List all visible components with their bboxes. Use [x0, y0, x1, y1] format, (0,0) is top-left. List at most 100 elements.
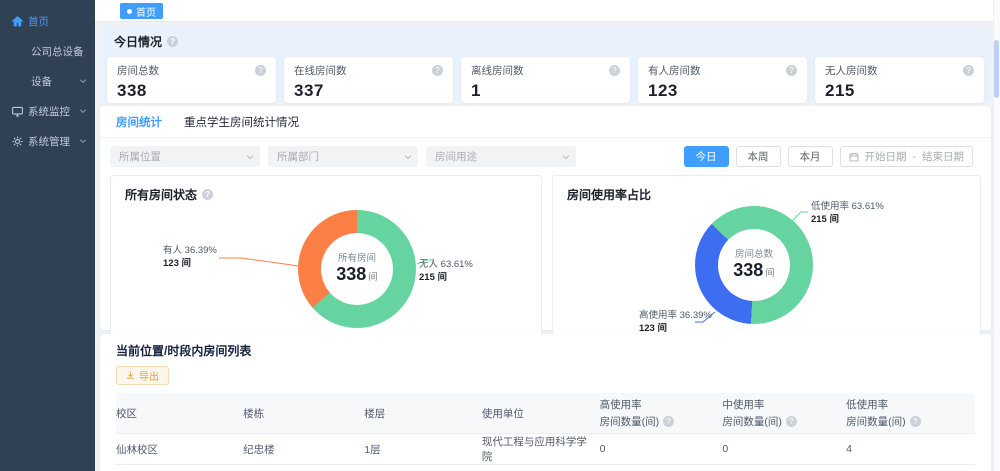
- chevron-down-icon: [79, 107, 87, 115]
- chart-title: 所有房间状态: [125, 188, 198, 202]
- info-icon[interactable]: ?: [909, 416, 921, 427]
- col-campus: 校区: [116, 407, 137, 420]
- info-icon[interactable]: ?: [786, 65, 797, 76]
- info-icon[interactable]: ?: [167, 36, 179, 47]
- info-icon[interactable]: ?: [609, 65, 620, 76]
- chevron-down-icon: [79, 77, 87, 85]
- sidebar-item-devices[interactable]: 设备: [0, 66, 95, 96]
- room-list-table: 校区 楼栋 楼层 使用单位 高使用率 房间数量(间)? 中使用率 房间数量(间)…: [116, 393, 975, 471]
- info-icon[interactable]: ?: [255, 65, 266, 76]
- donut-center-label: 所有房间: [337, 253, 376, 264]
- stat-value: 215: [825, 81, 855, 100]
- col-floor: 楼层: [364, 407, 386, 420]
- room-statistics-panel: 房间统计 重点学生房间统计情况 今日 本周 本月 开始: [100, 106, 991, 342]
- stat-label: 有人房间数: [648, 65, 701, 77]
- sidebar-item-label: 公司总设备: [31, 45, 84, 58]
- scrollbar-track: [993, 0, 1000, 471]
- stat-label: 无人房间数: [825, 65, 878, 77]
- pie-label-low-usage: 低使用率 63.61% 215 间: [810, 201, 884, 225]
- table-header-row: 校区 楼栋 楼层 使用单位 高使用率 房间数量(间)? 中使用率 房间数量(间)…: [116, 393, 975, 434]
- sidebar-item-label: 系统监控: [28, 105, 70, 118]
- tab-room-statistics[interactable]: 房间统计: [116, 117, 162, 129]
- stat-value: 123: [648, 81, 678, 100]
- export-button[interactable]: 导出: [116, 366, 169, 385]
- pie-label-occupied: 有人 36.39% 123 间: [163, 245, 217, 269]
- scrollbar-thumb[interactable]: [994, 40, 999, 98]
- stat-card-online-rooms: 在线房间数? 337: [284, 57, 453, 103]
- col-using-unit: 使用单位: [481, 407, 524, 420]
- info-icon[interactable]: ?: [202, 189, 214, 200]
- pie-label-high-usage: 高使用率 36.39% 123 间: [638, 310, 712, 334]
- today-button[interactable]: 今日: [683, 146, 729, 167]
- sidebar-item-label: 设备: [31, 75, 52, 88]
- tab-home[interactable]: 首页: [120, 3, 163, 19]
- stat-label: 房间总数: [117, 65, 159, 77]
- info-icon[interactable]: ?: [663, 416, 675, 427]
- col-high-usage: 高使用率 房间数量(间)?: [600, 393, 723, 434]
- chevron-down-icon: [79, 137, 87, 145]
- stat-value: 338: [117, 81, 147, 100]
- today-overview-panel: 今日情况 ? 房间总数? 338 在线房间数? 337 离线房间数? 1 有人房…: [100, 26, 991, 103]
- donut-usage-ratio: [694, 206, 813, 324]
- donut-center-unit: 间: [765, 268, 775, 279]
- donut-center-value: 338: [733, 260, 764, 280]
- table-row: 仙林校区 纪忠楼 1层 现代工程与应用科学学院 0 0 4: [116, 433, 975, 465]
- stat-card-offline-rooms: 离线房间数? 1: [461, 57, 630, 103]
- date-range-picker[interactable]: 开始日期 - 结束日期: [839, 146, 973, 167]
- donut-center-unit: 间: [368, 272, 378, 283]
- sidebar-item-system-monitor[interactable]: 系统监控: [0, 96, 95, 126]
- col-low-usage: 低使用率 房间数量(间)?: [846, 393, 975, 434]
- stat-label: 在线房间数: [294, 65, 347, 77]
- stat-label: 离线房间数: [471, 65, 524, 77]
- sidebar-item-home[interactable]: 首页: [0, 6, 95, 36]
- tab-dot-icon: [127, 8, 132, 14]
- end-date-placeholder: 结束日期: [922, 151, 964, 163]
- gear-icon: [11, 135, 24, 148]
- chevron-down-icon: [246, 153, 254, 161]
- col-building: 楼栋: [243, 407, 265, 420]
- info-icon[interactable]: ?: [963, 65, 974, 76]
- chevron-down-icon: [562, 153, 570, 161]
- date-separator: -: [912, 150, 917, 163]
- stat-card-occupied-rooms: 有人房间数? 123: [638, 57, 807, 103]
- donut-room-status: [298, 210, 416, 328]
- room-usage-ratio-chart: 房间使用率占比 房间总数 338 间 低使用率 63.61% 215 间 高使用率…: [551, 175, 981, 342]
- home-icon: [11, 15, 24, 28]
- department-select[interactable]: [268, 146, 418, 167]
- table-row: 仙林校区 纪忠楼 1层 计算机学院 6 0 11: [116, 464, 975, 471]
- calendar-icon: [849, 152, 858, 161]
- tab-bar: 首页: [95, 0, 1000, 22]
- download-icon: [127, 371, 134, 379]
- sidebar-item-company-devices[interactable]: 公司总设备: [0, 36, 95, 66]
- room-usage-select[interactable]: [426, 146, 576, 167]
- donut-center-label: 房间总数: [734, 249, 773, 260]
- stat-card-empty-rooms: 无人房间数? 215: [815, 57, 984, 103]
- start-date-placeholder: 开始日期: [864, 151, 907, 163]
- chart-title: 房间使用率占比: [566, 188, 651, 202]
- monitor-icon: [11, 105, 24, 118]
- col-mid-usage: 中使用率 房间数量(间)?: [722, 393, 846, 434]
- room-usage-select-input[interactable]: [426, 146, 576, 167]
- donut-center-value: 338: [336, 264, 367, 284]
- stat-value: 337: [294, 81, 324, 100]
- sidebar: 首页 公司总设备 设备 系统监控 系统管理: [0, 0, 95, 471]
- this-month-button[interactable]: 本月: [787, 146, 833, 167]
- stat-card-total-rooms: 房间总数? 338: [107, 57, 276, 103]
- department-select-input[interactable]: [268, 146, 418, 167]
- sidebar-item-label: 系统管理: [28, 135, 70, 148]
- room-list-title: 当前位置/时段内房间列表: [116, 344, 252, 358]
- info-icon[interactable]: ?: [785, 416, 797, 427]
- info-icon[interactable]: ?: [432, 65, 443, 76]
- room-list-panel: 当前位置/时段内房间列表 导出 校区 楼栋 楼层 使用单位 高使用率 房间数量(…: [100, 334, 991, 471]
- export-label: 导出: [139, 372, 159, 383]
- all-room-status-chart: 所有房间状态 ? 所有房间 338 间 有人 36.39% 123 间 无人: [110, 175, 542, 342]
- this-week-button[interactable]: 本周: [735, 146, 781, 167]
- location-select[interactable]: [110, 146, 260, 167]
- pie-label-empty: 无人 63.61% 215 间: [419, 259, 473, 283]
- sidebar-item-label: 首页: [28, 15, 49, 28]
- tab-key-students[interactable]: 重点学生房间统计情况: [184, 117, 299, 129]
- today-title: 今日情况: [114, 35, 163, 49]
- sidebar-item-system-admin[interactable]: 系统管理: [0, 126, 95, 156]
- location-select-input[interactable]: [110, 146, 260, 167]
